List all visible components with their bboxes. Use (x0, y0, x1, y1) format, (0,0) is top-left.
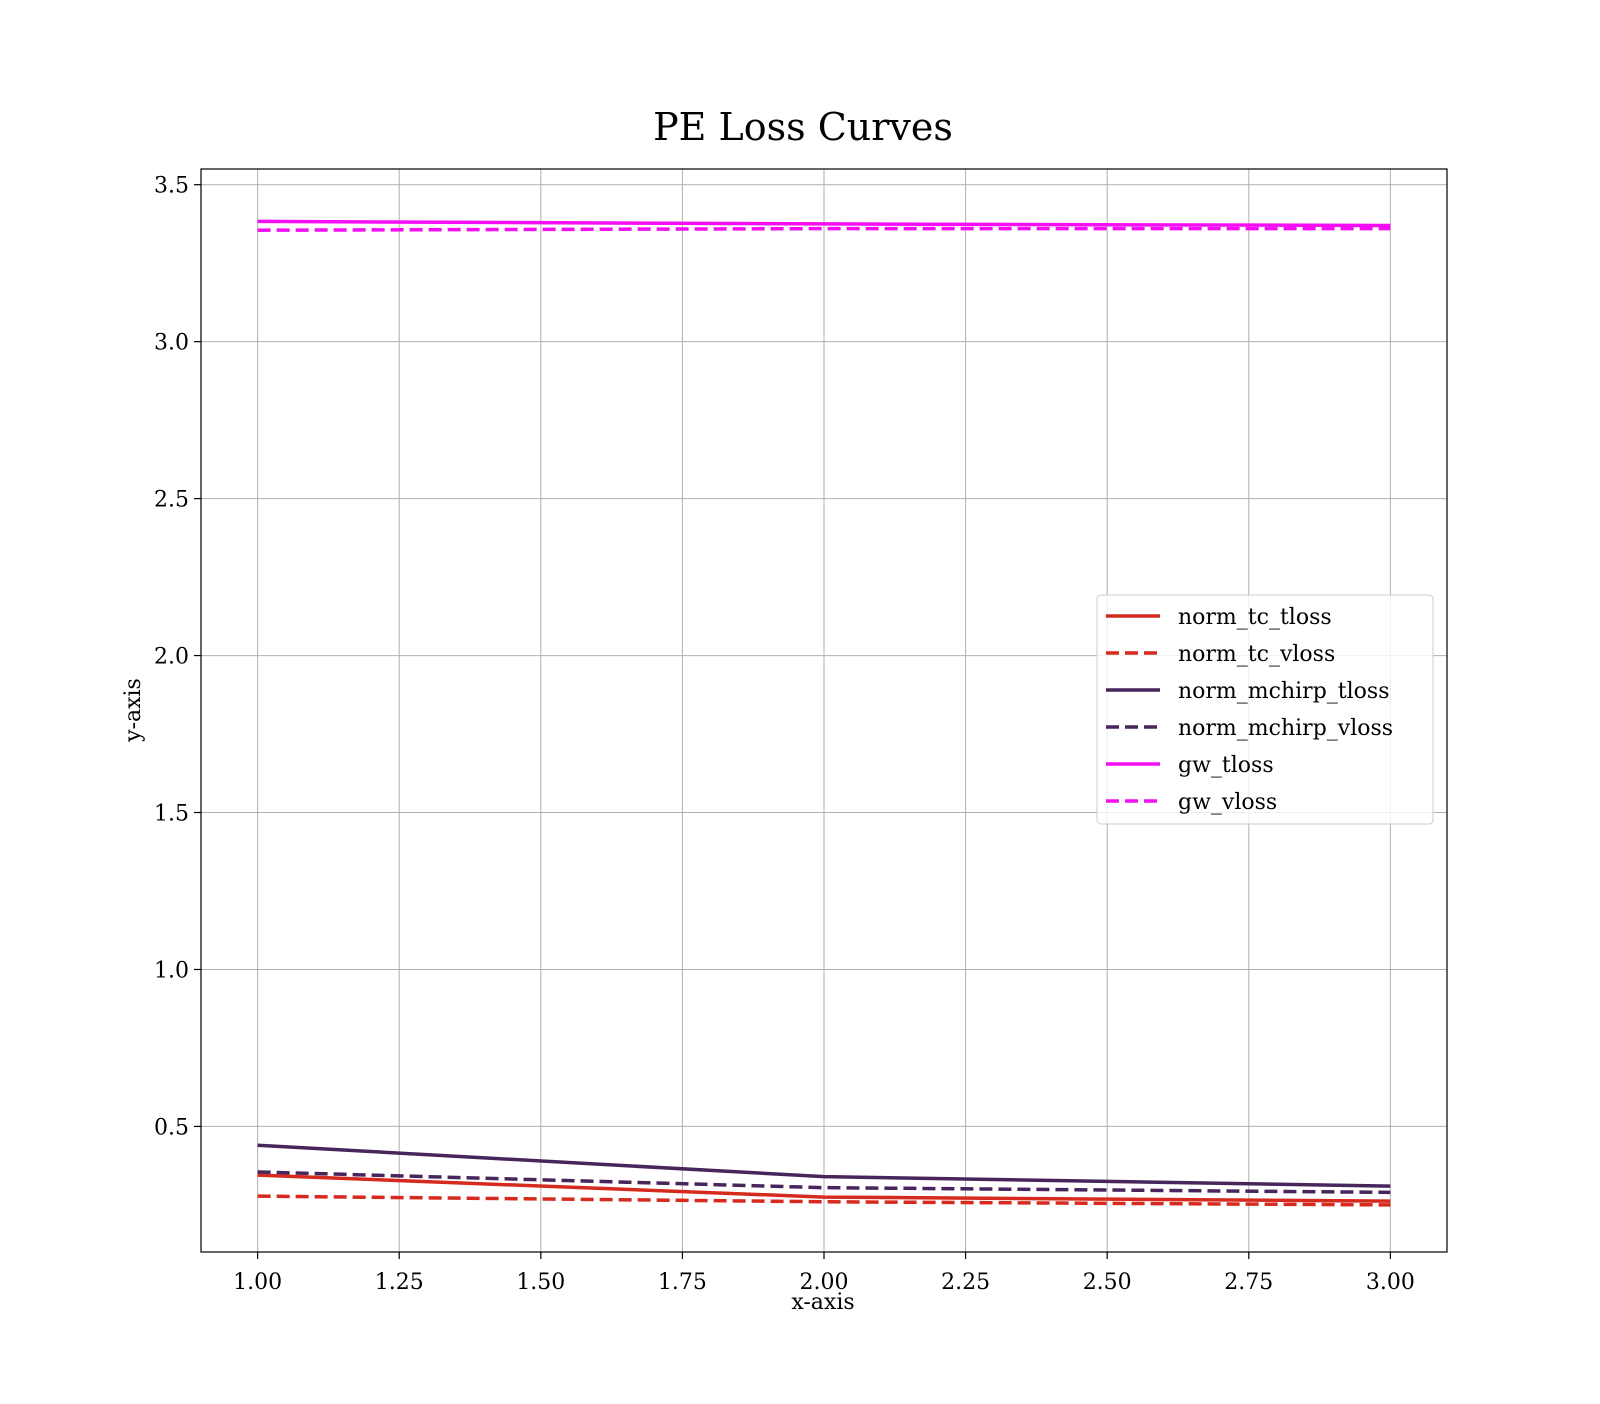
y-tick-label: 1.0 (154, 958, 189, 983)
legend-box (1096, 594, 1434, 825)
series-line-norm-tc-vloss (257, 1194, 1391, 1207)
y-tick-label: 3.0 (154, 331, 189, 356)
series-line-gw-vloss (257, 226, 1391, 232)
x-tick-label: 1.00 (233, 1270, 282, 1295)
y-tick-label: 3.5 (154, 174, 189, 199)
x-tick-label: 2.50 (1083, 1270, 1132, 1295)
x-tick-label: 1.25 (375, 1270, 424, 1295)
x-tick-label: 2.75 (1224, 1270, 1273, 1295)
series-lines (257, 219, 1391, 1207)
y-tick-label: 2.0 (154, 645, 189, 670)
series-line-norm-tc-tloss (257, 1173, 1391, 1203)
series-line-norm-mchirp-tloss (257, 1143, 1391, 1188)
x-axis-ticks: 1.00 1.25 1.50 1.75 2.00 2.25 2.50 2.75 3.00 (233, 1252, 1415, 1295)
legend-label: norm_mchirp_tloss (1178, 679, 1389, 704)
legend-label: gw_vloss (1178, 790, 1277, 815)
legend-label: norm_tc_vloss (1178, 642, 1335, 667)
legend: norm_tc_tloss norm_tc_vloss norm_mchirp_tl… (1096, 594, 1434, 825)
legend-label: norm_mchirp_vloss (1178, 716, 1393, 741)
legend-label: norm_tc_tloss (1178, 605, 1332, 630)
y-tick-label: 2.5 (154, 488, 189, 513)
y-axis-label: y-axis (121, 678, 146, 743)
x-tick-label: 2.00 (800, 1270, 849, 1295)
legend-label: gw_tloss (1178, 753, 1274, 778)
series-line-gw-tloss (257, 219, 1391, 228)
y-tick-label: 0.5 (154, 1115, 189, 1140)
x-tick-label: 2.25 (941, 1270, 990, 1295)
x-axis-label: x-axis (791, 1290, 854, 1315)
x-tick-label: 1.75 (658, 1270, 707, 1295)
x-tick-label: 3.00 (1366, 1270, 1415, 1295)
y-tick-label: 1.5 (154, 802, 189, 827)
x-tick-label: 1.50 (516, 1270, 565, 1295)
y-axis-ticks: 0.5 1.0 1.5 2.0 2.5 3.0 3.5 (154, 174, 201, 1140)
chart-title: PE Loss Curves (653, 105, 953, 149)
